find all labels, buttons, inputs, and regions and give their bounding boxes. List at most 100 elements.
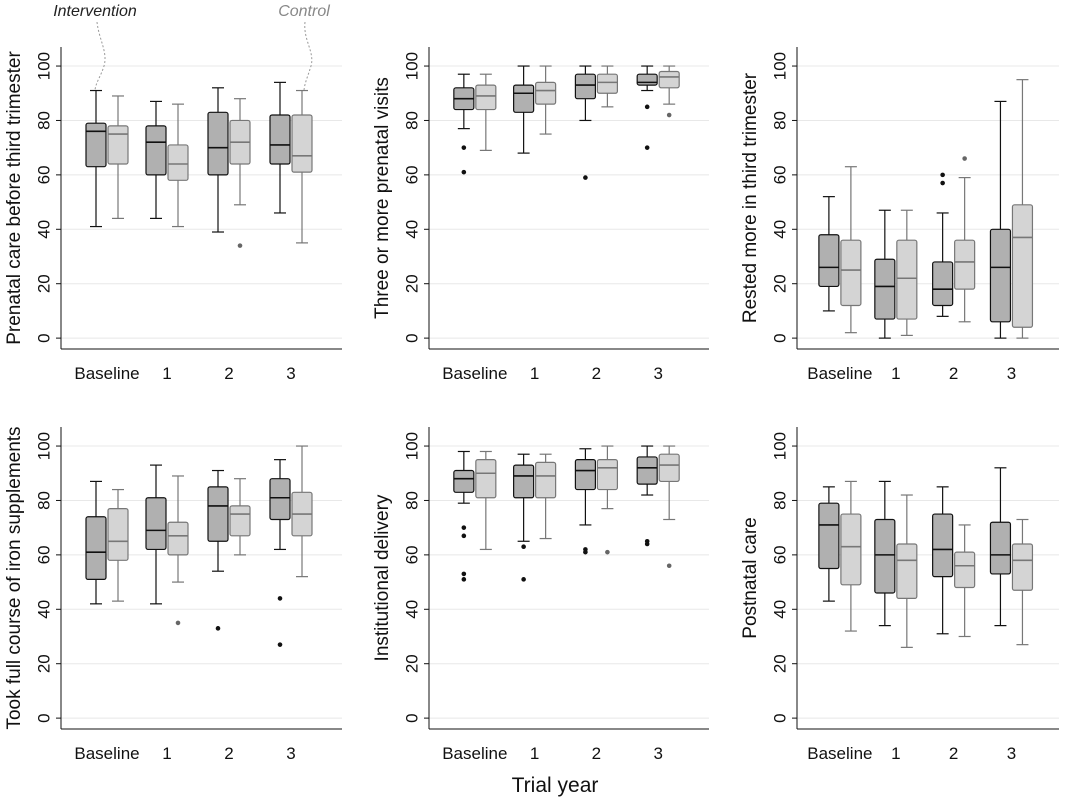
box-iqr [932, 261, 954, 307]
y-tick-label: 40 [402, 220, 421, 239]
x-tick-label: 3 [653, 744, 662, 763]
outlier-point [940, 172, 945, 178]
box-control-4 [291, 445, 313, 578]
outlier-point [215, 626, 221, 631]
y-tick-label: 80 [770, 111, 789, 130]
box-intervention-1 [818, 486, 840, 602]
outlier-point [644, 104, 650, 110]
y-axis-title: Three or more prenatal visits [372, 77, 393, 319]
outlier-point [277, 596, 283, 601]
y-axis-title: Prenatal care before third trimester [4, 51, 25, 345]
box-iqr [453, 469, 475, 493]
y-axis-title: Rested more in third trimester [740, 72, 761, 323]
y-tick-label: 0 [402, 713, 421, 722]
outlier-point [644, 541, 650, 547]
box-intervention-2 [145, 100, 167, 220]
box-control-1 [107, 95, 129, 220]
y-tick-label: 60 [34, 165, 53, 184]
box-control-2 [896, 494, 918, 648]
box-control-1 [475, 73, 497, 151]
y-tick-label: 100 [402, 432, 421, 460]
box-control-3 [229, 98, 251, 248]
box-iqr [145, 497, 167, 551]
annotation-control-leader [303, 21, 313, 91]
x-tick-label: 1 [530, 364, 539, 383]
box-iqr [167, 521, 189, 556]
box-iqr [574, 459, 597, 491]
y-tick-label: 100 [770, 52, 789, 80]
x-tick-label: 3 [286, 744, 295, 763]
outlier-point [583, 549, 588, 555]
box-iqr [954, 551, 976, 589]
box-control-1 [475, 450, 497, 551]
box-iqr [658, 70, 680, 89]
box-iqr [636, 456, 658, 485]
box-iqr [896, 239, 918, 320]
panel-3: 0 20 40 60 80 100 Rested more in third trimest… [740, 47, 1059, 383]
x-tick-label: 1 [530, 744, 539, 763]
box-intervention-4 [636, 65, 658, 150]
box-iqr [513, 84, 535, 113]
box-iqr [535, 461, 557, 499]
box-iqr [874, 258, 896, 320]
y-axis-title: Institutional delivery [372, 494, 393, 661]
y-tick-label: 80 [34, 491, 53, 510]
x-tick-label: Baseline [74, 744, 139, 763]
outlier-point [277, 642, 283, 647]
outlier-point [962, 156, 967, 161]
y-tick-label: 40 [402, 600, 421, 619]
box-iqr [896, 543, 918, 600]
x-tick-label: 3 [1007, 364, 1016, 383]
box-control-3 [954, 524, 976, 638]
outlier-point [461, 571, 467, 577]
box-intervention-3 [574, 65, 597, 180]
box-iqr [818, 502, 840, 570]
annotation-intervention-leader [94, 21, 106, 91]
y-tick-label: 20 [770, 654, 789, 673]
outlier-point [940, 180, 945, 186]
box-control-4 [291, 89, 313, 244]
box-iqr [840, 513, 862, 586]
box-iqr [954, 239, 976, 290]
box-iqr [475, 459, 497, 499]
y-tick-label: 80 [770, 491, 789, 510]
box-intervention-4 [989, 467, 1012, 627]
y-tick-label: 80 [402, 491, 421, 510]
y-tick-label: 40 [34, 600, 53, 619]
box-control-3 [229, 478, 251, 556]
outlier-point [461, 533, 467, 539]
box-intervention-2 [513, 453, 535, 582]
box-iqr [167, 144, 189, 181]
box-iqr [535, 81, 557, 105]
box-iqr [107, 508, 129, 561]
box-iqr [291, 114, 313, 173]
y-tick-label: 60 [770, 545, 789, 564]
x-tick-label: 2 [949, 744, 958, 763]
outlier-point [605, 549, 610, 555]
box-intervention-1 [453, 450, 475, 582]
box-control-3 [596, 65, 619, 108]
y-tick-label: 100 [770, 432, 789, 460]
x-tick-label: 3 [286, 364, 295, 383]
box-iqr [269, 478, 291, 521]
box-intervention-4 [636, 445, 658, 547]
box-control-1 [107, 488, 129, 602]
box-iqr [269, 114, 291, 165]
box-control-1 [840, 166, 862, 334]
x-tick-label: 1 [162, 364, 171, 383]
panels-group: 0 20 40 60 80 100 Prenatal care before third t… [4, 47, 1059, 763]
box-intervention-1 [453, 73, 475, 175]
y-tick-label: 60 [34, 545, 53, 564]
box-intervention-2 [145, 464, 167, 605]
y-axis-title: Took full course of iron supplements [4, 426, 25, 729]
outlier-point [521, 544, 526, 550]
y-tick-label: 20 [402, 654, 421, 673]
x-tick-label: Baseline [442, 364, 507, 383]
box-iqr [475, 84, 497, 111]
box-iqr [229, 505, 251, 537]
box-iqr [636, 73, 658, 86]
outlier-point [461, 525, 467, 530]
x-tick-label: 2 [949, 364, 958, 383]
box-intervention-2 [513, 65, 535, 154]
